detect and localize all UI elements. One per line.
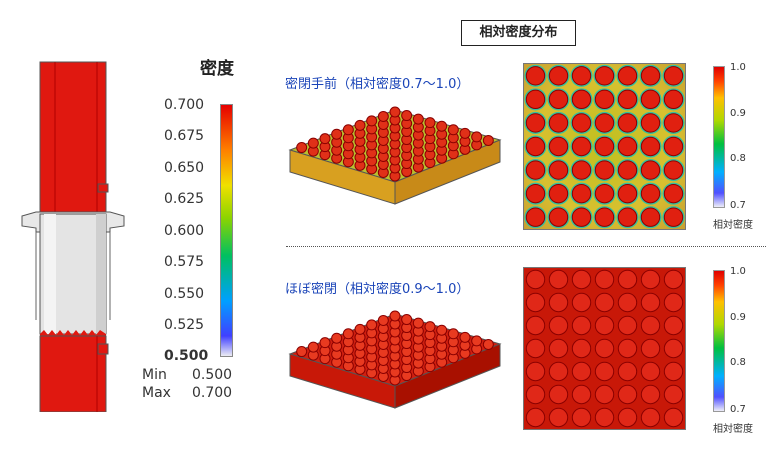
legend-tick: 0.625 [164, 191, 205, 207]
scale2-label: 相対密度 [713, 424, 753, 435]
scale2-tick: 0.8 [730, 357, 746, 368]
legend-tick: 0.650 [164, 160, 205, 176]
scale1-tick: 0.7 [730, 200, 746, 211]
scale1-tick: 0.8 [730, 153, 746, 164]
top-view-2 [523, 267, 686, 430]
cylinder-section [21, 61, 125, 412]
max-label: Max [142, 385, 171, 401]
section-divider [286, 246, 766, 247]
relative-density-bar-1 [713, 66, 725, 208]
legend-tick: 0.600 [164, 223, 205, 239]
legend-tick: 0.525 [164, 317, 205, 333]
iso-block-1 [288, 106, 502, 205]
scale1-tick: 0.9 [730, 108, 746, 119]
min-value: 0.500 [192, 367, 233, 383]
legend-tick: 0.675 [164, 128, 205, 144]
legend-tick: 0.500 [164, 348, 209, 364]
scale2-tick: 0.7 [730, 404, 746, 415]
section-title: 相対密度分布 [461, 20, 576, 46]
legend-tick: 0.550 [164, 286, 205, 302]
case2-caption: ほぼ密閉（相対密度0.9～1.0） [285, 282, 470, 297]
density-legend-title: 密度 [200, 59, 234, 79]
min-label: Min [142, 367, 167, 383]
density-color-bar [220, 104, 233, 357]
top-view-1 [523, 63, 686, 230]
max-value: 0.700 [192, 385, 233, 401]
scale1-label: 相対密度 [713, 220, 753, 231]
case1-caption: 密閉手前（相対密度0.7～1.0） [285, 77, 470, 92]
relative-density-bar-2 [713, 270, 725, 412]
legend-tick: 0.700 [164, 97, 205, 113]
iso-block-2 [288, 310, 502, 409]
scale1-tick: 1.0 [730, 62, 746, 73]
legend-tick: 0.575 [164, 254, 205, 270]
scale2-tick: 1.0 [730, 266, 746, 277]
scale2-tick: 0.9 [730, 312, 746, 323]
